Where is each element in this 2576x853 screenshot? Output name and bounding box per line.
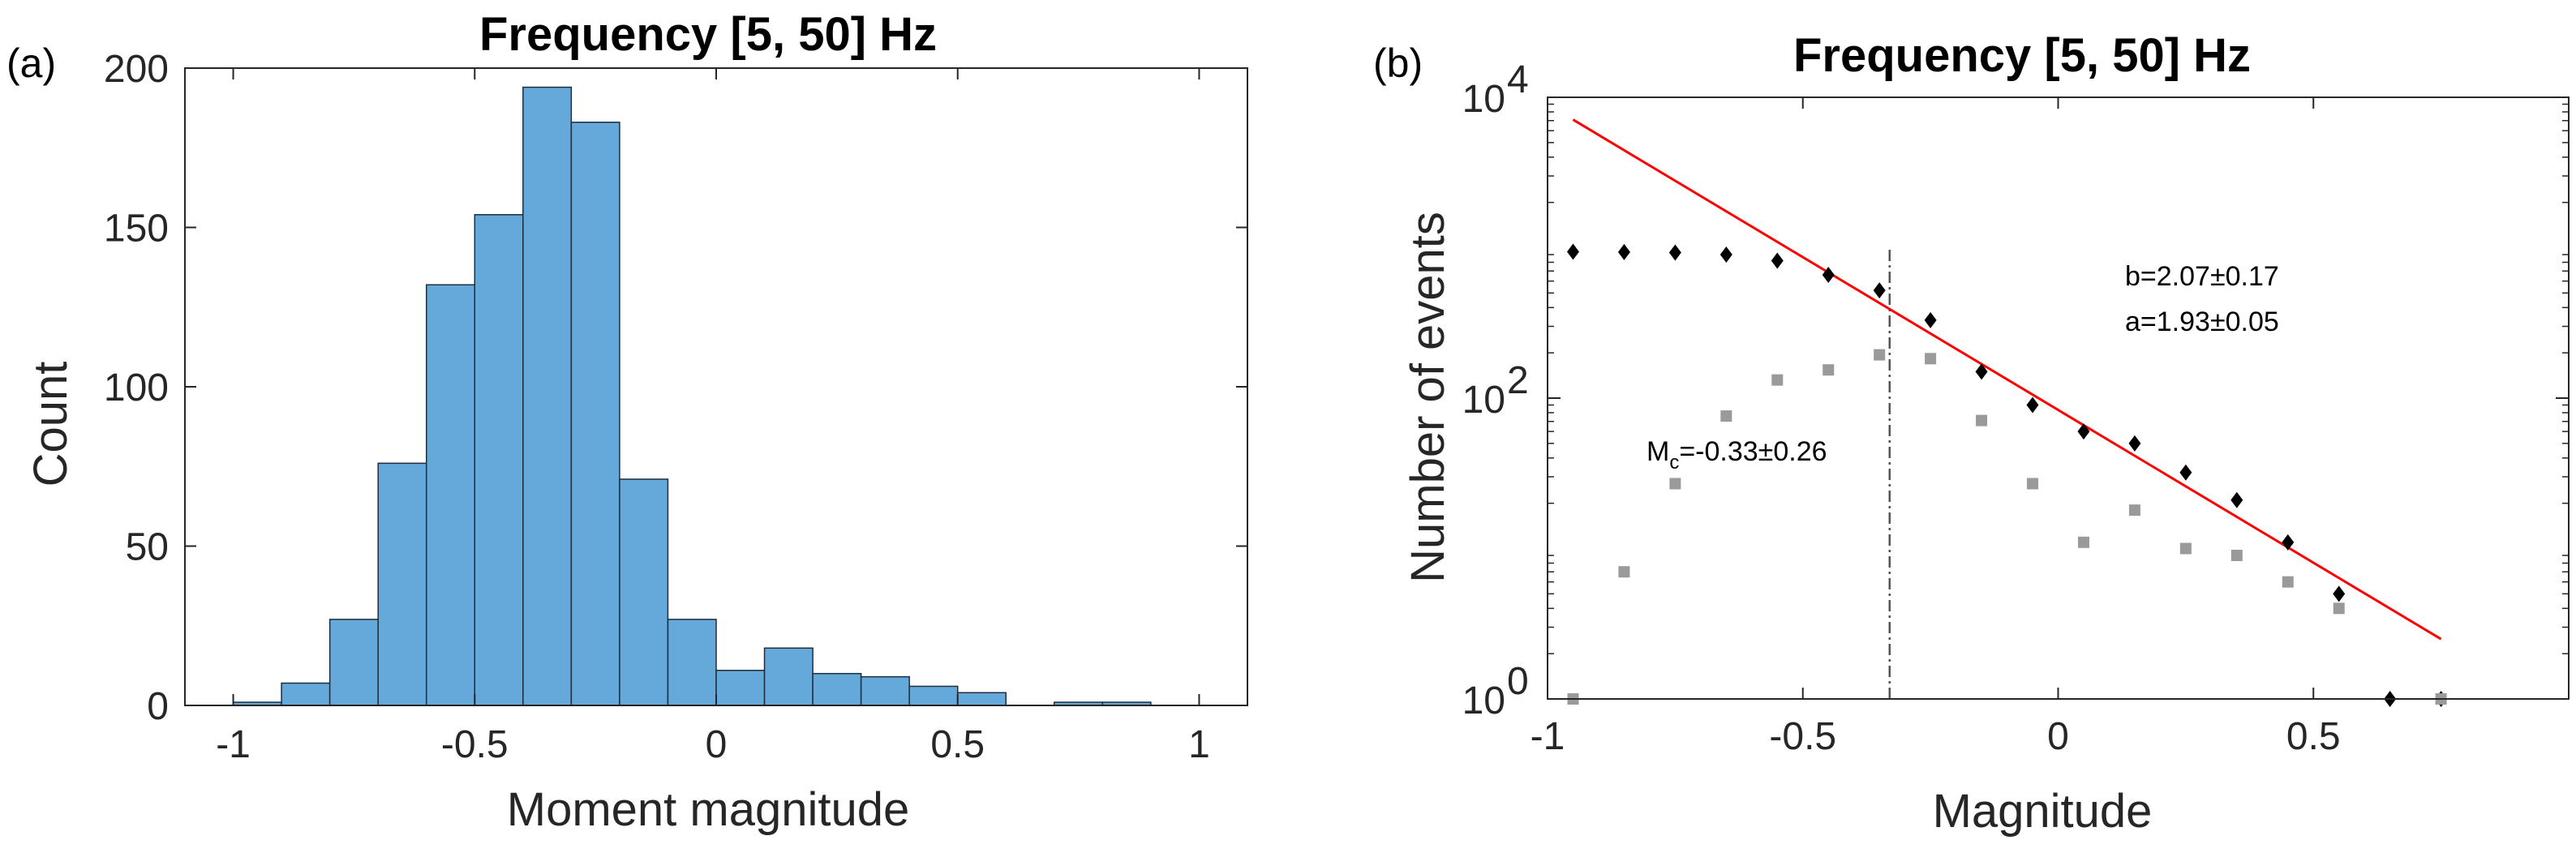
non-cumulative-point — [1874, 349, 1886, 361]
y-tick-label: 10 — [1462, 379, 1505, 422]
histogram-bar — [425, 284, 476, 706]
non-cumulative-point — [1720, 410, 1732, 422]
cumulative-point — [2077, 423, 2090, 440]
non-cumulative-point — [1669, 478, 1681, 490]
histogram-bar — [281, 682, 331, 706]
histogram-axes-box — [184, 67, 1248, 706]
non-cumulative-point — [1976, 414, 1988, 426]
cumulative-point — [2026, 396, 2039, 414]
cumulative-point — [1873, 282, 1886, 299]
cumulative-point — [1566, 243, 1579, 260]
cumulative-point — [1617, 243, 1630, 260]
histogram-ylabel: Count — [24, 362, 77, 487]
histogram-xlabel: Moment magnitude — [507, 783, 909, 836]
non-cumulative-point — [2077, 536, 2089, 548]
cumulative-point — [2128, 435, 2141, 452]
x-tick-label: -0.5 — [441, 723, 509, 766]
cumulative-point — [1719, 246, 1732, 263]
fmd-plot-content — [1566, 118, 2448, 707]
y-tick-label: 100 — [104, 366, 169, 409]
histogram-bar — [474, 214, 524, 706]
cumulative-point — [2179, 464, 2192, 481]
histogram-title: Frequency [5, 50] Hz — [479, 8, 937, 61]
cumulative-point — [1924, 311, 1937, 328]
non-cumulative-point — [2230, 549, 2243, 561]
histogram-bar — [812, 672, 862, 706]
fmd-title: Frequency [5, 50] Hz — [1793, 29, 2251, 82]
y-tick-label: 50 — [126, 526, 169, 569]
fmd-ylabel: Number of events — [1402, 212, 1454, 583]
panel-a-label: (a) — [6, 41, 56, 86]
histogram-bar — [763, 647, 814, 706]
x-tick-label: 0 — [706, 723, 728, 766]
non-cumulative-point — [2333, 602, 2345, 615]
x-tick-label: 0.5 — [2286, 715, 2341, 758]
histogram-bar — [619, 478, 669, 706]
mc-annotation: Mc=-0.33±0.26 — [1646, 436, 1827, 474]
x-tick-label: -1 — [1531, 715, 1565, 758]
histogram-bar — [522, 86, 573, 706]
histogram-bar — [908, 685, 959, 706]
histogram-bar — [715, 670, 766, 706]
cumulative-point — [2230, 491, 2243, 508]
fmd-axes-box — [1547, 96, 2570, 700]
y-tick-label: 200 — [104, 48, 169, 91]
cumulative-point — [1668, 244, 1681, 261]
histogram-bar — [328, 619, 379, 706]
non-cumulative-point — [1771, 374, 1784, 386]
y-tick-label: 150 — [104, 208, 169, 251]
gutenberg-richter-fit-line — [1572, 118, 2442, 641]
x-tick-label: 1 — [1188, 723, 1210, 766]
x-tick-label: -0.5 — [1769, 715, 1836, 758]
histogram-bar — [570, 122, 620, 706]
non-cumulative-point — [2282, 576, 2294, 588]
frequency-magnitude-panel: (b) Frequency [5, 50] Hz Magnitude Numbe… — [1373, 29, 2570, 838]
histogram-panel: (a) Frequency [5, 50] Hz Moment magnitud… — [6, 8, 1248, 836]
y-tick-label: 0 — [147, 685, 169, 728]
cumulative-point — [2333, 585, 2346, 602]
histogram-ticks: -1 -0.5 0 0.5 1 0 50 100 150 200 — [104, 48, 1247, 766]
non-cumulative-point — [1823, 364, 1835, 376]
x-tick-label: 0 — [2047, 715, 2069, 758]
y-tick-exponent: 2 — [1507, 359, 1529, 402]
y-tick-exponent: 4 — [1507, 58, 1529, 101]
histogram-bar — [860, 675, 910, 706]
non-cumulative-point — [1925, 353, 1937, 365]
histogram-bar — [377, 462, 427, 706]
non-cumulative-point — [2128, 504, 2140, 517]
cumulative-point — [1975, 363, 1988, 380]
non-cumulative-point — [2027, 478, 2039, 490]
histogram-bar — [667, 619, 717, 706]
fmd-xlabel: Magnitude — [1933, 785, 2153, 838]
cumulative-point — [2282, 534, 2295, 551]
x-tick-label: 0.5 — [930, 723, 985, 766]
non-cumulative-point — [2179, 542, 2192, 555]
y-tick-label: 10 — [1462, 78, 1505, 121]
y-tick-exponent: 0 — [1507, 660, 1529, 703]
cumulative-point — [1822, 266, 1835, 283]
panel-b-label: (b) — [1373, 41, 1423, 86]
non-cumulative-point — [1618, 566, 1630, 578]
cumulative-point — [1771, 252, 1784, 269]
x-tick-label: -1 — [216, 723, 251, 766]
y-tick-label: 10 — [1462, 679, 1505, 722]
histogram-bar — [956, 692, 1007, 706]
b-value-annotation: b=2.07±0.17 — [2125, 261, 2279, 292]
a-value-annotation: a=1.93±0.05 — [2125, 306, 2279, 337]
histogram-bars — [232, 86, 1152, 706]
